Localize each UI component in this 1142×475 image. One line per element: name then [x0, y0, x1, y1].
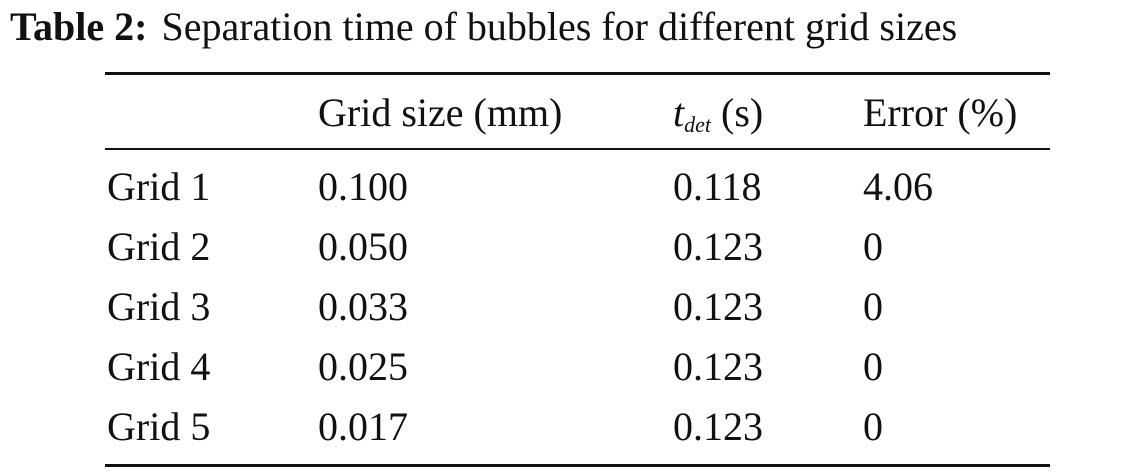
- cell-grid-size: 0.033: [318, 284, 408, 329]
- cell-error: 0: [863, 404, 883, 449]
- caption-text: Separation time of bubbles for different…: [161, 4, 958, 49]
- row-label: Grid 1: [107, 164, 211, 209]
- cell-grid-size: 0.025: [318, 344, 408, 389]
- header-t-unit: (s): [711, 90, 764, 135]
- cell-error: 0: [863, 344, 883, 389]
- cell-t-det: 0.123: [673, 284, 763, 329]
- row-label: Grid 4: [107, 344, 211, 389]
- cell-grid-size: 0.017: [318, 404, 408, 449]
- row-label: Grid 3: [107, 284, 211, 329]
- row-label: Grid 2: [107, 224, 211, 269]
- cell-t-det: 0.123: [673, 344, 763, 389]
- caption-label: Table 2:: [10, 4, 148, 49]
- row-label: Grid 5: [107, 404, 211, 449]
- header-grid-size: Grid size (mm): [318, 90, 563, 135]
- header-rule: [105, 148, 1050, 150]
- cell-grid-size: 0.050: [318, 224, 408, 269]
- header-t-det: tdet (s): [673, 90, 763, 148]
- cell-error: 0: [863, 224, 883, 269]
- cell-grid-size: 0.100: [318, 164, 408, 209]
- top-rule: [105, 72, 1050, 75]
- bottom-rule: [105, 464, 1050, 467]
- cell-t-det: 0.123: [673, 404, 763, 449]
- table-caption: Table 2: Separation time of bubbles for d…: [10, 4, 957, 50]
- header-t-subscript: det: [684, 112, 712, 137]
- cell-error: 0: [863, 284, 883, 329]
- cell-t-det: 0.118: [673, 164, 762, 209]
- header-error: Error (%): [863, 90, 1018, 135]
- cell-t-det: 0.123: [673, 224, 763, 269]
- cell-error: 4.06: [863, 164, 933, 209]
- header-t-var: t: [673, 90, 685, 135]
